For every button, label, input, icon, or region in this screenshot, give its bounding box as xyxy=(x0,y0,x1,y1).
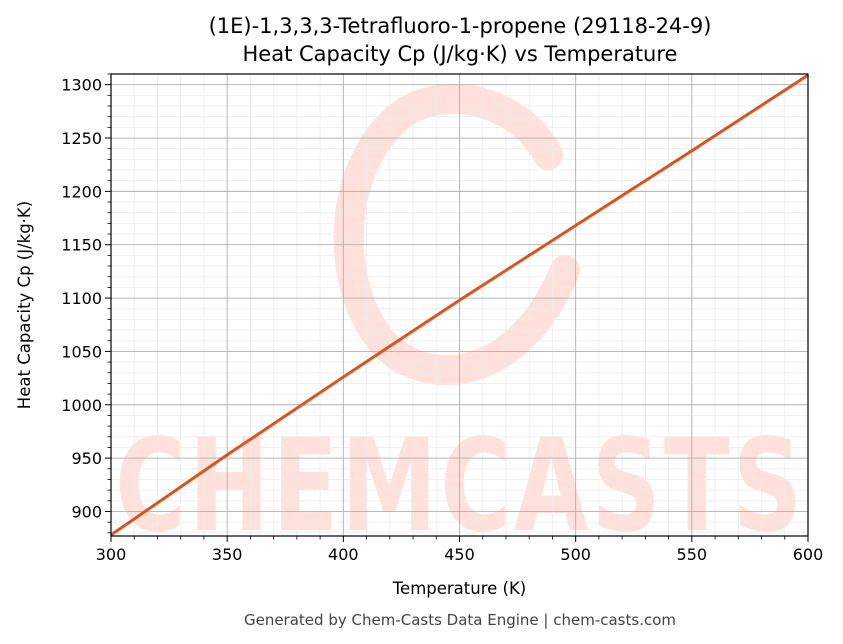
y-tick-label: 900 xyxy=(71,502,102,521)
series-layer xyxy=(110,73,809,537)
x-tick-label: 300 xyxy=(96,545,127,564)
series-line xyxy=(110,73,809,537)
x-tick-label: 350 xyxy=(212,545,243,564)
y-tick-label: 950 xyxy=(71,449,102,468)
x-tick-label: 450 xyxy=(444,545,475,564)
y-tick-label: 1150 xyxy=(61,236,102,255)
y-tick-label: 1050 xyxy=(61,342,102,361)
y-tick-label: 1300 xyxy=(61,76,102,95)
x-tick-label: 600 xyxy=(793,545,824,564)
footer-credit: Generated by Chem-Casts Data Engine | ch… xyxy=(244,611,676,629)
x-tick-label: 500 xyxy=(560,545,591,564)
watermark-swirl xyxy=(333,84,580,386)
x-axis: 300 350 400 450 500 550 600 xyxy=(96,536,824,564)
y-tick-label: 1000 xyxy=(61,396,102,415)
plot-area: CHEMCASTS xyxy=(110,73,809,561)
chart-title: (1E)-1,3,3,3-Tetrafluoro-1-propene (2911… xyxy=(209,14,712,38)
y-tick-label: 1200 xyxy=(61,182,102,201)
x-tick-label: 400 xyxy=(328,545,359,564)
x-axis-label: Temperature (K) xyxy=(392,579,526,598)
y-tick-label: 1100 xyxy=(61,289,102,308)
y-axis: 900 950 1000 1050 1100 1150 1200 1250 1300 xyxy=(61,73,111,534)
y-tick-label: 1250 xyxy=(61,129,102,148)
y-axis-label: Heat Capacity Cp (J/kg·K) xyxy=(15,201,34,409)
x-tick-label: 550 xyxy=(677,545,708,564)
chart-subtitle: Heat Capacity Cp (J/kg·K) vs Temperature xyxy=(243,42,678,66)
